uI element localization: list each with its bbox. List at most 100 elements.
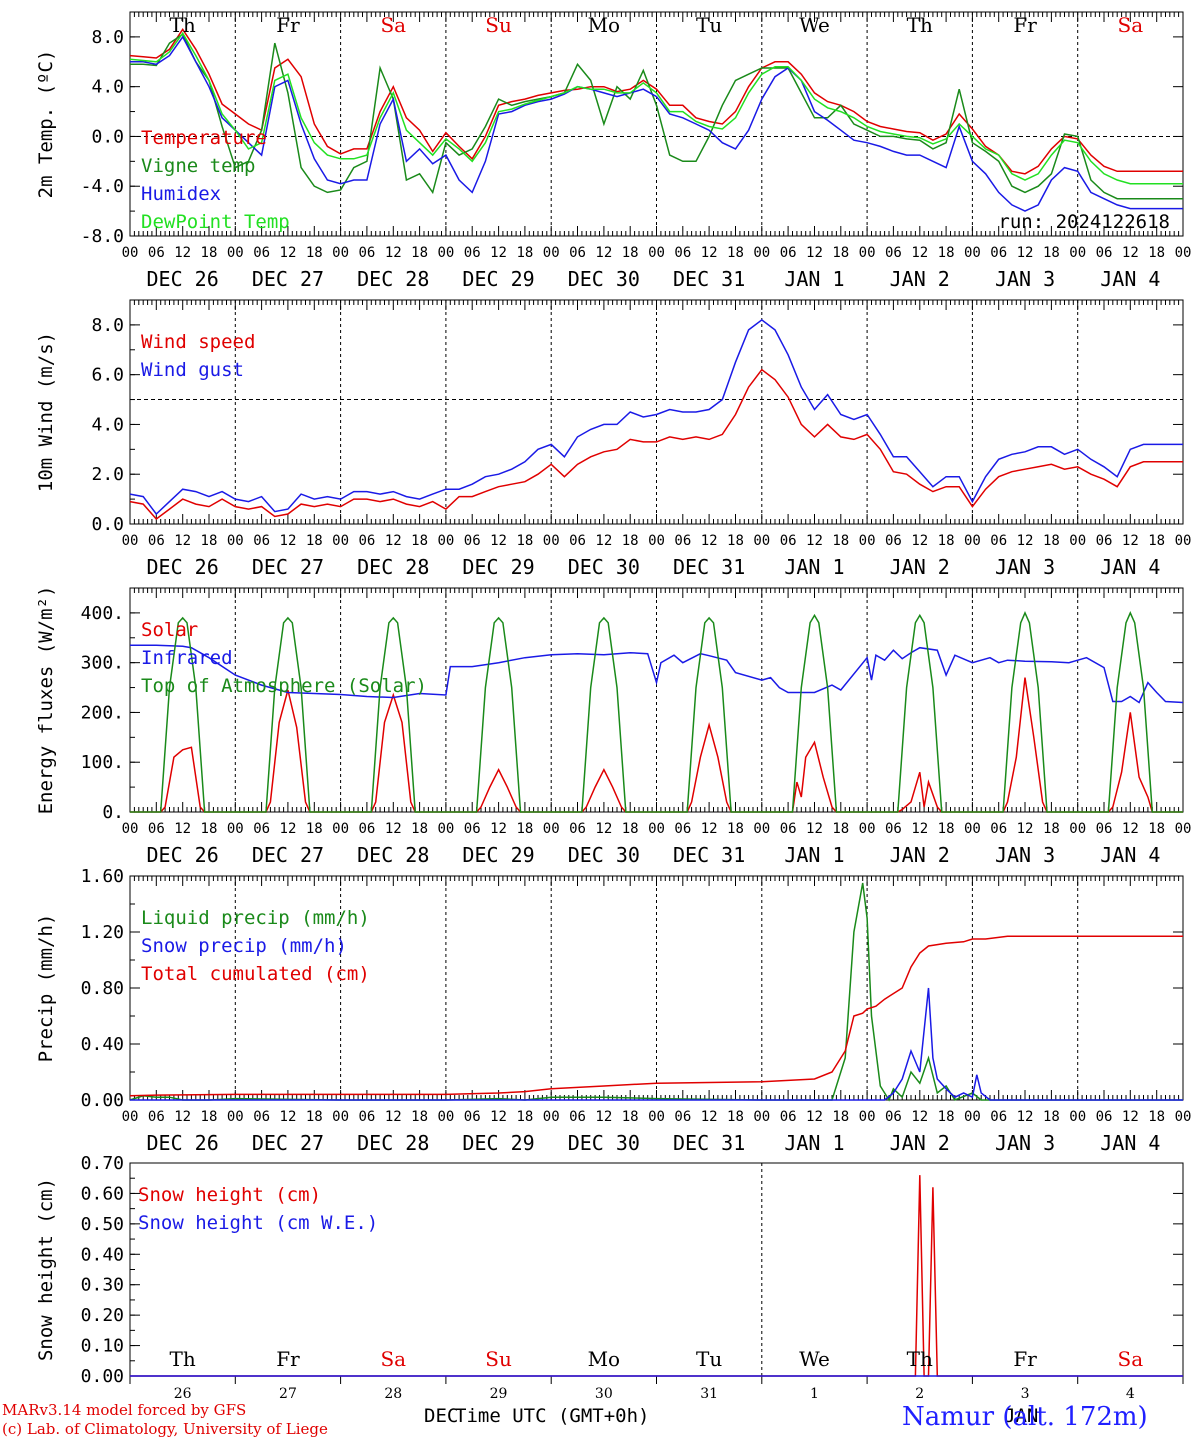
hour-label: 06 (780, 245, 797, 261)
hour-label: 18 (306, 1109, 323, 1125)
series-line-top-of-atmosphere-solar- (130, 611, 1183, 813)
hour-label: 18 (411, 533, 428, 549)
hour-label: 00 (964, 1109, 981, 1125)
hour-label: 00 (332, 1109, 349, 1125)
hour-label: 06 (1096, 821, 1113, 837)
weekday-label: Su (485, 13, 512, 37)
date-label: JAN 4 (1100, 843, 1160, 867)
hour-label: 12 (806, 533, 823, 549)
model-credit: MARv3.14 model forced by GFS (2, 1401, 247, 1419)
x-axis-title: Time UTC (GMT+0h) (455, 1405, 650, 1427)
hour-label: 00 (859, 1109, 876, 1125)
y-tick-label: 4.0 (91, 414, 124, 435)
weekday-label: Sa (380, 1347, 406, 1371)
date-label: JAN 4 (1100, 1131, 1160, 1155)
hour-label: 00 (753, 821, 770, 837)
y-tick-label: 0.30 (81, 1275, 124, 1296)
x-ticks (129, 300, 1184, 524)
y-tick-label: 0.0 (91, 514, 124, 535)
hour-label: 00 (753, 1109, 770, 1125)
hour-label: 18 (201, 821, 218, 837)
hour-label: 00 (1175, 821, 1192, 837)
y-axis-title: Snow height (cm) (35, 1178, 57, 1361)
date-label: JAN 3 (995, 555, 1055, 579)
hour-label: 12 (595, 533, 612, 549)
hour-label: 06 (569, 533, 586, 549)
hour-label: 12 (806, 245, 823, 261)
hour-label: 18 (411, 245, 428, 261)
hour-label: 12 (174, 245, 191, 261)
hour-label: 18 (727, 821, 744, 837)
hour-label: 00 (1175, 533, 1192, 549)
hour-label: 06 (148, 821, 165, 837)
hour-label: 00 (543, 533, 560, 549)
hour-label: 06 (990, 245, 1007, 261)
series-line-total-cumulated-cm- (129, 935, 1183, 1097)
date-label: DEC 27 (252, 267, 324, 291)
y-tick-label: 200. (81, 702, 124, 723)
hour-label: 06 (253, 245, 270, 261)
plot-frame (129, 11, 1184, 237)
hour-label: 12 (385, 821, 402, 837)
hour-label: 00 (122, 245, 139, 261)
y-axis-title: Energy fluxes (W/m²) (35, 586, 57, 815)
weekday-label: Sa (1118, 13, 1144, 37)
y-tick-label: 0. (102, 802, 124, 823)
month-right-label: JAN (1004, 1405, 1039, 1427)
date-label: DEC 26 (147, 1131, 219, 1155)
day-number-label: 1 (810, 1386, 819, 1402)
day-number-label: 29 (490, 1386, 508, 1402)
hour-label: 18 (727, 1109, 744, 1125)
series-line-vigne-temp (130, 33, 1183, 200)
hour-label: 18 (622, 245, 639, 261)
hour-label: 18 (306, 245, 323, 261)
y-tick-label: 2.0 (91, 464, 124, 485)
hour-label: 00 (227, 821, 244, 837)
y-axis-title: 10m Wind (m/s) (35, 332, 57, 492)
date-label: DEC 29 (462, 843, 534, 867)
hour-label: 00 (1175, 245, 1192, 261)
hour-label: 06 (885, 245, 902, 261)
hour-label: 00 (1069, 821, 1086, 837)
hour-label: 18 (832, 821, 849, 837)
legend-entry: Snow precip (mm/h) (141, 935, 347, 957)
hour-label: 06 (464, 245, 481, 261)
weekday-label: Sa (1118, 1347, 1144, 1371)
hour-label: 18 (201, 1109, 218, 1125)
series-line-infrared (130, 644, 1184, 704)
weekday-label: Fr (1013, 1347, 1037, 1371)
date-label: DEC 30 (568, 1131, 640, 1155)
weekday-label: Th (907, 1347, 933, 1371)
date-label: DEC 28 (357, 843, 429, 867)
hour-label: 18 (1043, 533, 1060, 549)
hour-label: 18 (516, 245, 533, 261)
y-tick-label: 0.20 (81, 1305, 124, 1326)
date-label: JAN 3 (995, 267, 1055, 291)
y-tick-label: 8.0 (91, 315, 124, 336)
hour-label: 06 (780, 1109, 797, 1125)
date-label: DEC 29 (462, 555, 534, 579)
legend-entry: DewPoint Temp (141, 211, 290, 233)
hour-label: 06 (253, 533, 270, 549)
date-label: DEC 31 (673, 843, 745, 867)
date-label: DEC 30 (568, 555, 640, 579)
date-label: JAN 2 (890, 267, 950, 291)
hour-label: 18 (516, 821, 533, 837)
hour-label: 12 (174, 821, 191, 837)
hour-label: 18 (1148, 821, 1165, 837)
y-axis-title: 2m Temp. (ºC) (35, 50, 57, 199)
hour-label: 18 (727, 245, 744, 261)
date-label: DEC 31 (673, 267, 745, 291)
hour-label: 06 (674, 245, 691, 261)
hour-label: 00 (437, 245, 454, 261)
hour-label: 00 (859, 245, 876, 261)
x-ticks (129, 12, 1184, 236)
hour-label: 00 (332, 821, 349, 837)
y-tick-label: 0.80 (81, 978, 124, 999)
hour-label: 18 (938, 533, 955, 549)
panel-temp: -8.0 -4.0 0.0 4.0 8.0 2m Temp. (ºC) Temperatur… (35, 11, 1192, 291)
date-label: DEC 28 (357, 1131, 429, 1155)
date-label: DEC 27 (252, 843, 324, 867)
hour-label: 12 (490, 821, 507, 837)
hour-label: 00 (1069, 245, 1086, 261)
